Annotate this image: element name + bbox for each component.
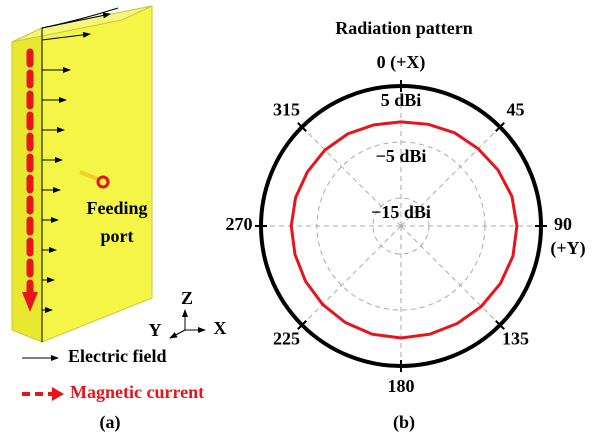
r-tick-label: −15 dBi [371,202,431,222]
theta-tick-label: 135 [502,329,529,349]
axes-triad [170,310,205,338]
theta-tick-label: 0 (+X) [377,52,426,73]
antenna: Feeding port [12,6,152,342]
grid-spoke [401,226,500,325]
axis-label: Z [181,288,193,308]
legend-head [52,387,64,401]
legend-label: Electric field [68,346,166,366]
caption: (a) [100,412,121,433]
feed-label: Feeding [87,198,148,218]
axis-label: X [214,318,227,338]
theta-tick-label: 45 [507,100,525,120]
chart-title: Radiation pattern [335,18,473,38]
page: {"diagram": {"feed_label": ["Feeding", "… [0,0,598,438]
theta-tick-label: 270 [226,214,253,234]
annotation: (+Y) [550,238,585,259]
axis-label: Y [149,320,162,340]
figure: Feeding port Z Y X Electric field Magnet… [0,0,598,438]
theta-tick-label: 315 [273,100,300,120]
feed-label: port [101,226,134,246]
grid-spoke [302,226,401,325]
caption: (b) [393,412,415,433]
theta-tick-label: 180 [388,376,415,396]
r-tick-label: 5 dBi [381,90,422,110]
antenna-face [42,6,152,342]
theta-tick-label: 225 [273,329,300,349]
r-tick-label: −5 dBi [376,146,427,166]
theta-tick-label: 90 [554,214,572,234]
legend-label: Magnetic current [70,382,204,402]
